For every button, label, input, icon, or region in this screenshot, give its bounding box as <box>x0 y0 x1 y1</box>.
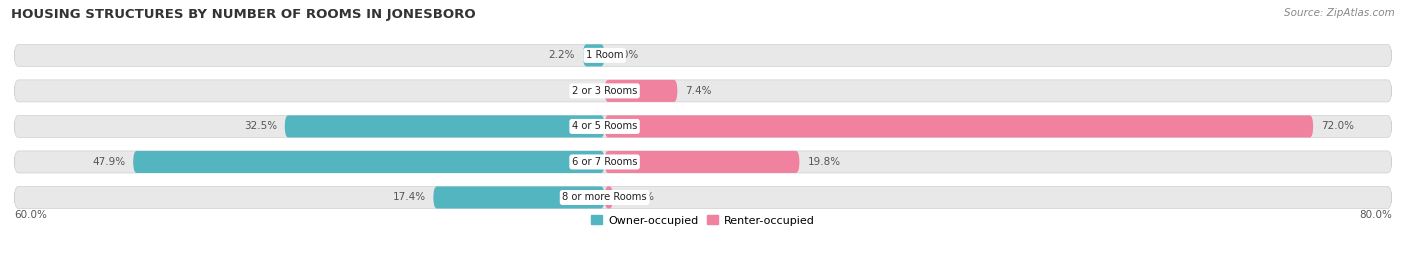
FancyBboxPatch shape <box>605 115 1313 137</box>
Text: 1 Room: 1 Room <box>586 50 623 60</box>
FancyBboxPatch shape <box>14 80 1392 102</box>
Text: 7.4%: 7.4% <box>685 86 711 96</box>
Text: 72.0%: 72.0% <box>1322 121 1354 132</box>
Legend: Owner-occupied, Renter-occupied: Owner-occupied, Renter-occupied <box>586 211 820 230</box>
FancyBboxPatch shape <box>605 186 613 208</box>
Text: 17.4%: 17.4% <box>392 193 426 203</box>
Text: 4 or 5 Rooms: 4 or 5 Rooms <box>572 121 637 132</box>
Text: 8 or more Rooms: 8 or more Rooms <box>562 193 647 203</box>
FancyBboxPatch shape <box>14 151 1392 173</box>
FancyBboxPatch shape <box>134 151 605 173</box>
FancyBboxPatch shape <box>605 151 800 173</box>
FancyBboxPatch shape <box>433 186 605 208</box>
Text: 60.0%: 60.0% <box>14 210 46 220</box>
Text: 0.0%: 0.0% <box>571 86 596 96</box>
Text: 6 or 7 Rooms: 6 or 7 Rooms <box>572 157 637 167</box>
FancyBboxPatch shape <box>284 115 605 137</box>
Text: 19.8%: 19.8% <box>807 157 841 167</box>
Text: 2 or 3 Rooms: 2 or 3 Rooms <box>572 86 637 96</box>
Text: 0.0%: 0.0% <box>613 50 638 60</box>
Text: 80.0%: 80.0% <box>1360 210 1392 220</box>
Text: 32.5%: 32.5% <box>243 121 277 132</box>
Text: HOUSING STRUCTURES BY NUMBER OF ROOMS IN JONESBORO: HOUSING STRUCTURES BY NUMBER OF ROOMS IN… <box>11 8 475 21</box>
Text: Source: ZipAtlas.com: Source: ZipAtlas.com <box>1284 8 1395 18</box>
Text: 0.86%: 0.86% <box>621 193 654 203</box>
FancyBboxPatch shape <box>14 44 1392 66</box>
Text: 47.9%: 47.9% <box>93 157 125 167</box>
FancyBboxPatch shape <box>605 80 678 102</box>
FancyBboxPatch shape <box>14 186 1392 208</box>
Text: 2.2%: 2.2% <box>548 50 575 60</box>
FancyBboxPatch shape <box>14 115 1392 137</box>
FancyBboxPatch shape <box>583 44 605 66</box>
